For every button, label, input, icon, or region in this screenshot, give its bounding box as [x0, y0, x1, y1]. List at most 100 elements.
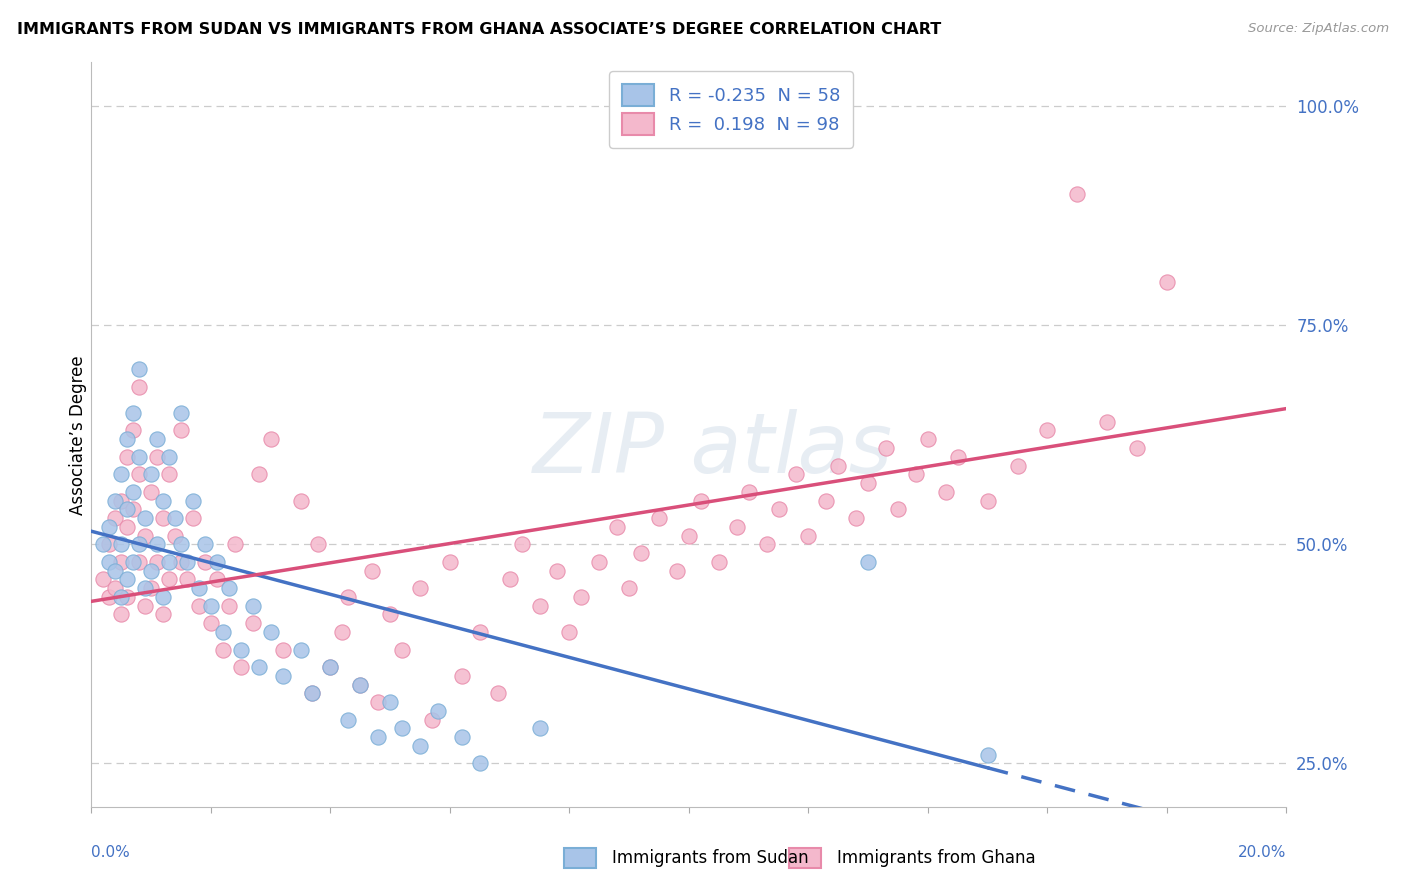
Point	[229, 642, 252, 657]
Point	[128, 537, 150, 551]
Point	[725, 520, 748, 534]
Text: Immigrants from Sudan: Immigrants from Sudan	[612, 849, 808, 867]
Point	[332, 625, 354, 640]
Point	[163, 528, 186, 542]
Point	[176, 573, 198, 587]
Point	[271, 642, 294, 657]
Point	[380, 607, 402, 622]
Point	[205, 573, 228, 587]
Point	[301, 686, 323, 700]
Point	[98, 537, 121, 551]
Point	[211, 625, 233, 640]
Point	[115, 450, 138, 464]
Point	[337, 590, 360, 604]
Point	[93, 537, 115, 551]
Point	[499, 573, 522, 587]
Point	[427, 704, 450, 718]
Point	[409, 581, 432, 595]
Point	[218, 599, 240, 613]
Point	[98, 520, 121, 534]
Point	[439, 555, 461, 569]
Point	[128, 362, 150, 376]
Point	[678, 528, 700, 542]
Point	[170, 555, 193, 569]
Point	[122, 555, 145, 569]
Point	[648, 511, 671, 525]
Point	[486, 686, 509, 700]
Point	[905, 467, 928, 482]
Point	[141, 564, 163, 578]
Point	[875, 441, 897, 455]
Point	[110, 537, 132, 551]
Point	[141, 581, 163, 595]
Point	[152, 511, 174, 525]
Point	[110, 467, 132, 482]
Point	[858, 555, 880, 569]
Point	[391, 642, 413, 657]
Point	[391, 722, 413, 736]
Point	[157, 467, 180, 482]
Point	[170, 424, 193, 438]
Point	[606, 520, 628, 534]
Point	[858, 476, 880, 491]
Point	[194, 537, 217, 551]
Point	[218, 581, 240, 595]
Point	[134, 599, 156, 613]
Point	[259, 432, 281, 446]
Text: Source: ZipAtlas.com: Source: ZipAtlas.com	[1249, 22, 1389, 36]
Point	[188, 581, 211, 595]
Point	[450, 669, 472, 683]
Point	[128, 555, 150, 569]
Point	[349, 677, 371, 691]
Point	[247, 660, 270, 674]
Point	[1126, 441, 1149, 455]
Point	[146, 432, 169, 446]
Point	[170, 537, 193, 551]
Point	[157, 555, 180, 569]
Point	[194, 555, 217, 569]
Point	[93, 573, 115, 587]
Point	[128, 379, 150, 393]
Point	[134, 528, 156, 542]
Point	[146, 555, 169, 569]
Point	[337, 713, 360, 727]
Text: Immigrants from Ghana: Immigrants from Ghana	[837, 849, 1035, 867]
Y-axis label: Associate’s Degree: Associate’s Degree	[69, 355, 87, 515]
Point	[301, 686, 323, 700]
Point	[259, 625, 281, 640]
Point	[420, 713, 443, 727]
Point	[367, 695, 389, 709]
Point	[290, 493, 312, 508]
Point	[110, 493, 132, 508]
Point	[188, 599, 211, 613]
Bar	[564, 848, 596, 868]
Point	[367, 730, 389, 744]
Point	[152, 493, 174, 508]
Point	[242, 616, 264, 631]
Point	[134, 511, 156, 525]
Point	[797, 528, 820, 542]
Point	[1036, 424, 1059, 438]
Point	[141, 484, 163, 499]
Point	[349, 677, 371, 691]
Point	[170, 406, 193, 420]
Point	[115, 520, 138, 534]
Point	[176, 555, 198, 569]
Point	[946, 450, 969, 464]
Point	[229, 660, 252, 674]
Point	[146, 450, 169, 464]
Text: ZIP atlas: ZIP atlas	[533, 409, 893, 491]
Point	[110, 555, 132, 569]
Point	[134, 581, 156, 595]
Point	[115, 573, 138, 587]
Point	[242, 599, 264, 613]
Point	[157, 573, 180, 587]
Point	[666, 564, 689, 578]
Point	[122, 424, 145, 438]
Point	[529, 599, 551, 613]
Point	[163, 511, 186, 525]
Point	[571, 590, 593, 604]
Point	[110, 590, 132, 604]
Point	[205, 555, 228, 569]
Point	[128, 450, 150, 464]
